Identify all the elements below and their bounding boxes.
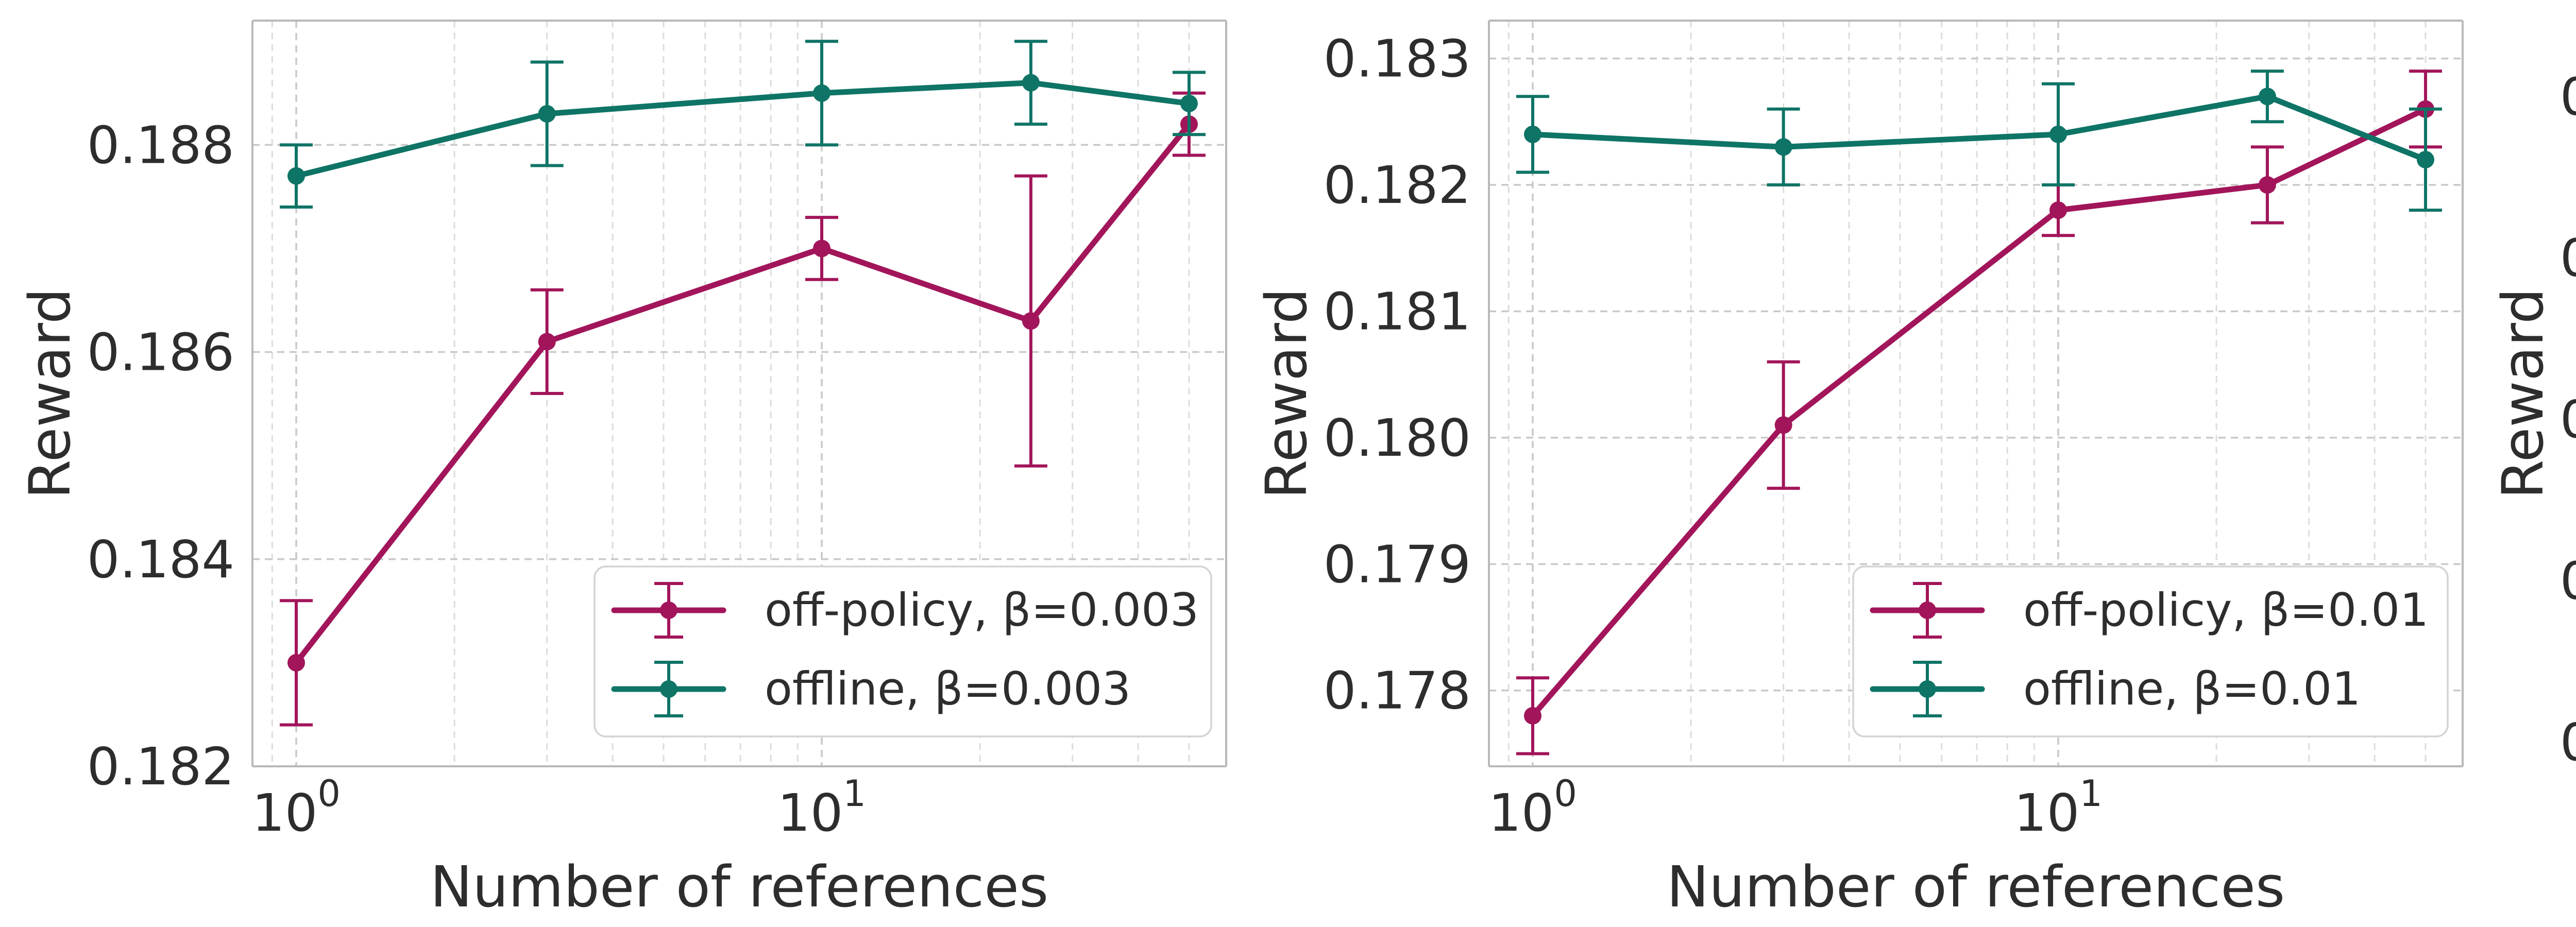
y-tick-label: 0.182 [87, 736, 234, 797]
y-tick-label: 0.182 [1324, 155, 1471, 215]
chart-panel-beta-0.01: 0.178 0.179 0.180 0.181 0.182 0.183 100 101 Numb… [1236, 0, 2473, 927]
series-offline [280, 40, 1206, 209]
legend-entry: offline, β=0.003 [611, 661, 1131, 717]
y-tick-label: 0.181 [1324, 281, 1471, 341]
data-point [1524, 125, 1541, 143]
legend-box [1852, 565, 2449, 737]
data-point [1774, 416, 1792, 434]
y-tick-label: 0.178 [1324, 661, 1471, 721]
series-line [1530, 93, 2429, 163]
data-point [287, 654, 305, 672]
legend-marker [660, 602, 677, 619]
data-point [1022, 74, 1040, 92]
data-point [1022, 312, 1040, 330]
y-tick-label: 0.179 [1324, 534, 1471, 594]
x-tick-label: 100 [1488, 772, 1577, 843]
y-tick-label: 0.167 [2560, 551, 2576, 611]
legend-entry: offline, β=0.01 [1870, 661, 2361, 717]
x-tick-base: 10 [2014, 783, 2079, 843]
x-tick-exponent: 0 [1554, 772, 1577, 815]
data-point [287, 167, 305, 185]
x-tick-label: 101 [777, 772, 866, 843]
data-point [538, 333, 556, 351]
x-tick-exponent: 1 [2079, 772, 2103, 815]
x-axis-label: Number of references [1667, 854, 2285, 920]
legend: off-policy, β=0.01 offline, β=0.01 [1852, 565, 2449, 737]
x-tick-exponent: 1 [843, 772, 866, 815]
axes-spines [1488, 20, 2464, 767]
legend-box [594, 565, 1212, 737]
series-off-policy [1516, 70, 2442, 756]
data-point [1774, 138, 1792, 156]
legend-marker [1919, 680, 1936, 698]
x-tick-labels: 100 101 [1488, 772, 2103, 843]
x-tick-labels: 100 101 [252, 772, 866, 843]
legend-label: offline, β=0.003 [765, 662, 1131, 715]
legend-label: offline, β=0.01 [2023, 662, 2361, 715]
y-tick-label: 0.180 [1324, 408, 1471, 468]
legend-marker [660, 680, 677, 698]
y-axis-label: Reward [2490, 288, 2556, 499]
legend-label: off-policy, β=0.01 [2023, 583, 2429, 637]
x-tick-base: 10 [777, 783, 843, 843]
data-point [1180, 94, 1198, 112]
chart-panel-beta-0.003: 0.182 0.184 0.186 0.188 100 101 Number of refe… [0, 0, 1236, 927]
y-tick-label: 0.183 [1324, 29, 1471, 89]
x-tick-label: 101 [2014, 772, 2103, 843]
y-tick-label: 0.170 [2560, 66, 2576, 127]
data-point [2049, 125, 2067, 143]
data-point [1524, 707, 1541, 725]
chart-panel-beta-0.1: 0.1660.1670.1680.1690.170100101Number of… [2473, 0, 2576, 927]
data-point [813, 84, 831, 102]
x-tick-base: 10 [252, 783, 317, 843]
data-point [2258, 176, 2276, 194]
y-tick-label: 0.168 [2560, 389, 2576, 450]
data-point [538, 105, 556, 123]
legend-label: off-policy, β=0.003 [765, 583, 1199, 637]
data-point [813, 239, 831, 258]
legend-marker [1919, 602, 1936, 619]
legend: off-policy, β=0.003 offline, β=0.003 [594, 565, 1212, 737]
y-axis-label: Reward [17, 288, 83, 499]
y-tick-label: 0.169 [2560, 228, 2576, 288]
legend-entry: off-policy, β=0.003 [611, 582, 1199, 639]
y-tick-label: 0.184 [87, 529, 234, 590]
x-tick-label: 100 [252, 772, 341, 843]
data-point [2416, 150, 2434, 168]
series-off-policy [280, 91, 1206, 727]
x-tick-base: 10 [1488, 783, 1554, 843]
series-offline [1516, 70, 2442, 212]
y-tick-labels: 0.182 0.184 0.186 0.188 [87, 115, 234, 797]
y-tick-labels: 0.166 0.167 0.168 0.169 0.170 [2560, 66, 2576, 772]
data-point [2258, 88, 2276, 106]
x-tick-exponent: 0 [317, 772, 341, 815]
axes-spines [251, 20, 1227, 767]
legend-entry: off-policy, β=0.01 [1870, 582, 2429, 639]
x-axis-label: Number of references [430, 854, 1048, 920]
y-tick-label: 0.166 [2560, 712, 2576, 772]
series-line [293, 80, 1192, 179]
y-axis-label: Reward [1253, 288, 1319, 499]
chart-svg: 0.1660.1670.1680.1690.170100101Number of… [2490, 66, 2576, 772]
y-tick-label: 0.188 [87, 115, 234, 175]
y-tick-label: 0.186 [87, 322, 234, 383]
y-tick-labels: 0.178 0.179 0.180 0.181 0.182 0.183 [1324, 29, 1471, 721]
data-point [2049, 201, 2067, 219]
